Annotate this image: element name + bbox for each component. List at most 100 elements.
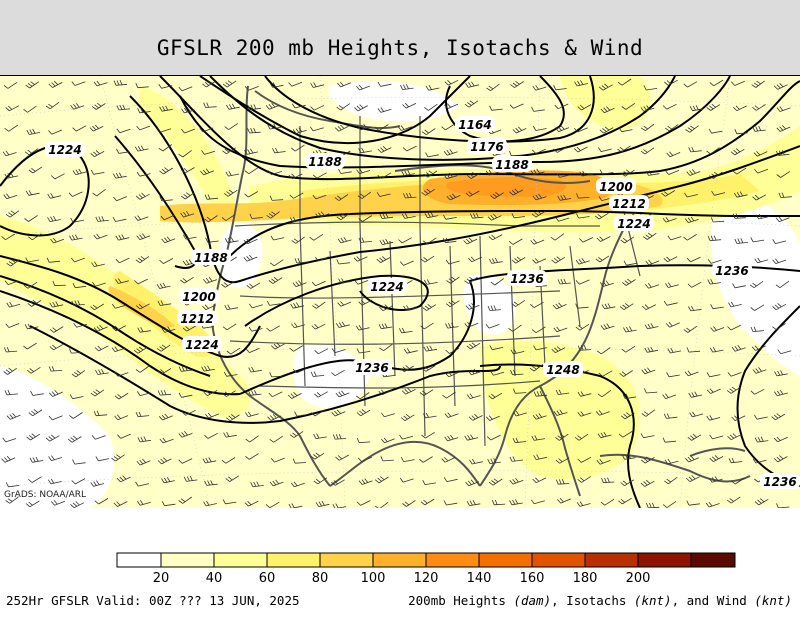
legend-text-isotachs: , Isotachs <box>551 593 634 608</box>
wind-barb <box>663 256 678 263</box>
wind-barb <box>182 233 197 240</box>
wind-barb <box>334 194 349 201</box>
wind-barb <box>401 169 415 176</box>
wind-barb <box>594 212 609 220</box>
wind-barb <box>135 192 150 200</box>
wind-barb <box>356 409 371 417</box>
wind-barb <box>25 81 39 89</box>
wind-barb <box>94 345 109 352</box>
wind-barb <box>49 344 64 351</box>
wind-barb <box>377 81 392 87</box>
wind-barb <box>111 454 125 462</box>
wind-barb <box>661 190 676 197</box>
wind-barb <box>442 391 456 399</box>
wind-barb <box>161 326 176 333</box>
wind-barb <box>749 280 764 289</box>
wind-barb <box>444 434 459 442</box>
wind-barb <box>402 145 417 152</box>
wind-barbs <box>1 78 792 508</box>
wind-barb <box>222 80 237 88</box>
wind-barb <box>441 123 456 131</box>
wind-barb <box>774 370 788 377</box>
wind-barb <box>511 256 526 264</box>
wind-barb <box>444 103 459 109</box>
wind-barb <box>511 213 525 219</box>
height-label: 1188 <box>492 156 532 172</box>
wind-barb <box>532 125 547 131</box>
wind-barb <box>419 456 433 463</box>
wind-barb <box>443 500 458 506</box>
wind-barb <box>265 102 280 110</box>
wind-barb <box>268 170 283 175</box>
wind-barb <box>268 391 283 398</box>
wind-barb <box>182 325 197 332</box>
wind-barb <box>531 106 545 112</box>
wind-barb <box>686 347 701 353</box>
wind-barb <box>600 106 615 114</box>
wind-barb <box>266 325 280 332</box>
wind-barb <box>47 193 62 199</box>
wind-barb <box>72 283 87 289</box>
height-label: 1236 <box>712 262 752 278</box>
wind-barb <box>400 365 414 373</box>
wind-barb <box>4 389 18 396</box>
wind-barb <box>485 323 500 329</box>
wind-barb <box>137 500 151 506</box>
wind-barb <box>70 501 85 508</box>
height-contours <box>0 76 800 508</box>
wind-barb <box>403 305 417 311</box>
wind-barb <box>645 283 660 289</box>
height-label: 1248 <box>543 361 583 377</box>
wind-barb <box>92 281 106 287</box>
wind-barb <box>530 301 544 308</box>
wind-barb <box>269 435 284 443</box>
wind-barb <box>778 192 792 198</box>
wind-barb <box>221 280 235 288</box>
wind-barb <box>667 347 682 354</box>
wind-barb <box>291 103 306 109</box>
wind-barb <box>422 412 437 419</box>
wind-barb <box>135 365 150 373</box>
svg-text:1212: 1212 <box>180 312 213 326</box>
wind-barb <box>752 104 766 111</box>
wind-barb <box>331 348 346 353</box>
height-labels: 1224 1164 1176 1188 1188 1200 1212 1224 … <box>45 116 800 489</box>
wind-barb <box>312 301 326 309</box>
wind-barb <box>464 100 479 108</box>
wind-barb <box>397 125 412 131</box>
wind-barb <box>50 237 65 244</box>
wind-barb <box>292 280 307 287</box>
wind-barb <box>707 279 721 285</box>
svg-text:1224: 1224 <box>48 143 81 157</box>
wind-barb <box>618 431 633 438</box>
wind-barb <box>532 148 546 154</box>
wind-barb <box>244 86 259 91</box>
wind-barb <box>157 300 172 306</box>
wind-barb <box>511 300 526 307</box>
wind-barb <box>72 125 87 132</box>
wind-barb <box>112 325 126 332</box>
wind-barb <box>641 367 656 375</box>
colorbar-label: 80 <box>312 571 329 586</box>
wind-barb <box>315 211 330 218</box>
wind-barb <box>727 324 741 331</box>
wind-barb <box>487 213 502 221</box>
wind-barb <box>420 322 434 330</box>
wind-barb <box>225 475 240 482</box>
wind-barb <box>553 409 568 416</box>
wind-barb <box>557 278 571 285</box>
wind-barb <box>135 82 149 89</box>
isotach-colorbar: 20 40 60 80 100 120 140 160 180 200 <box>116 552 736 586</box>
wind-barb <box>595 410 610 416</box>
wind-barb <box>665 170 680 175</box>
height-label: 1212 <box>609 195 649 211</box>
wind-barb <box>114 414 129 421</box>
wind-barb <box>376 192 391 197</box>
wind-barb <box>355 392 370 400</box>
wind-barb <box>331 369 345 377</box>
wind-barb <box>335 454 349 461</box>
wind-barb <box>596 347 611 355</box>
wind-barb <box>556 172 571 178</box>
wind-barb <box>201 365 215 372</box>
wind-barb <box>688 391 703 398</box>
